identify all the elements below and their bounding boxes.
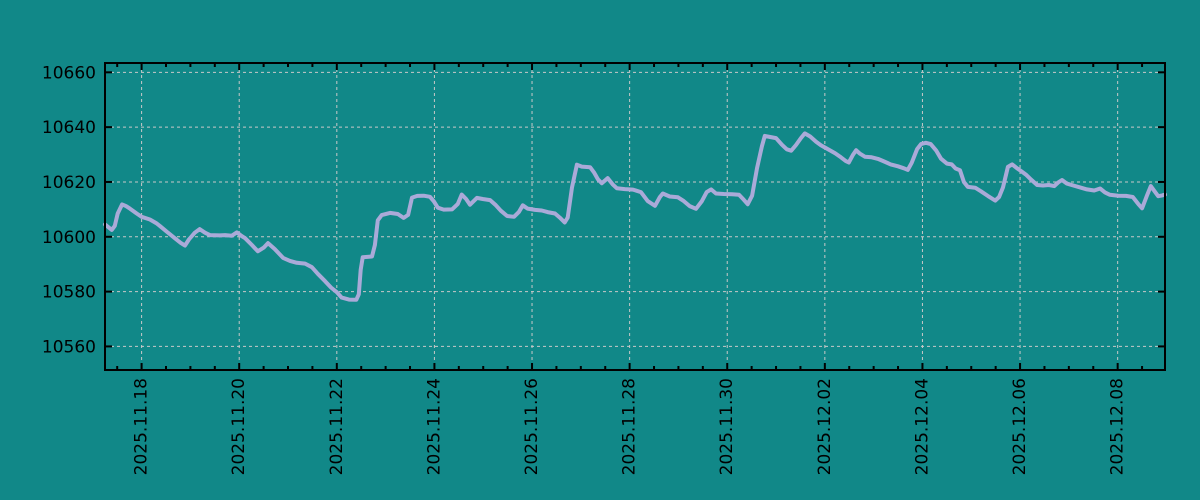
x-tick-label: 2025.11.26 <box>522 378 542 475</box>
y-tick-label: 10580 <box>42 283 96 303</box>
x-tick-label: 2025.11.18 <box>132 378 152 475</box>
x-tick-label: 2025.12.08 <box>1108 378 1128 475</box>
y-tick-label: 10620 <box>42 173 96 193</box>
x-tick-label: 2025.12.02 <box>815 378 835 475</box>
axis-ticks <box>105 63 1165 370</box>
x-tick-label: 2025.11.20 <box>229 378 249 475</box>
y-axis-labels: 10560 10580 10600 10620 10640 10660 <box>42 63 96 357</box>
plot-border <box>104 62 1166 371</box>
y-tick-label: 10660 <box>42 63 96 83</box>
x-tick-label: 2025.11.22 <box>327 378 347 475</box>
x-tick-label: 2025.12.06 <box>1010 378 1030 475</box>
y-tick-label: 10560 <box>42 337 96 357</box>
x-axis-labels: 2025.11.18 2025.11.20 2025.11.22 2025.11.24… <box>132 378 1128 475</box>
x-tick-label: 2025.11.30 <box>717 378 737 475</box>
gridlines <box>105 63 1165 370</box>
x-tick-label: 2025.11.24 <box>424 378 444 475</box>
y-tick-label: 10640 <box>42 118 96 138</box>
x-tick-label: 2025.12.04 <box>912 378 932 475</box>
series-line-instances <box>103 131 1167 302</box>
x-tick-label: 2025.11.28 <box>620 378 640 475</box>
y-tick-label: 10600 <box>42 228 96 248</box>
